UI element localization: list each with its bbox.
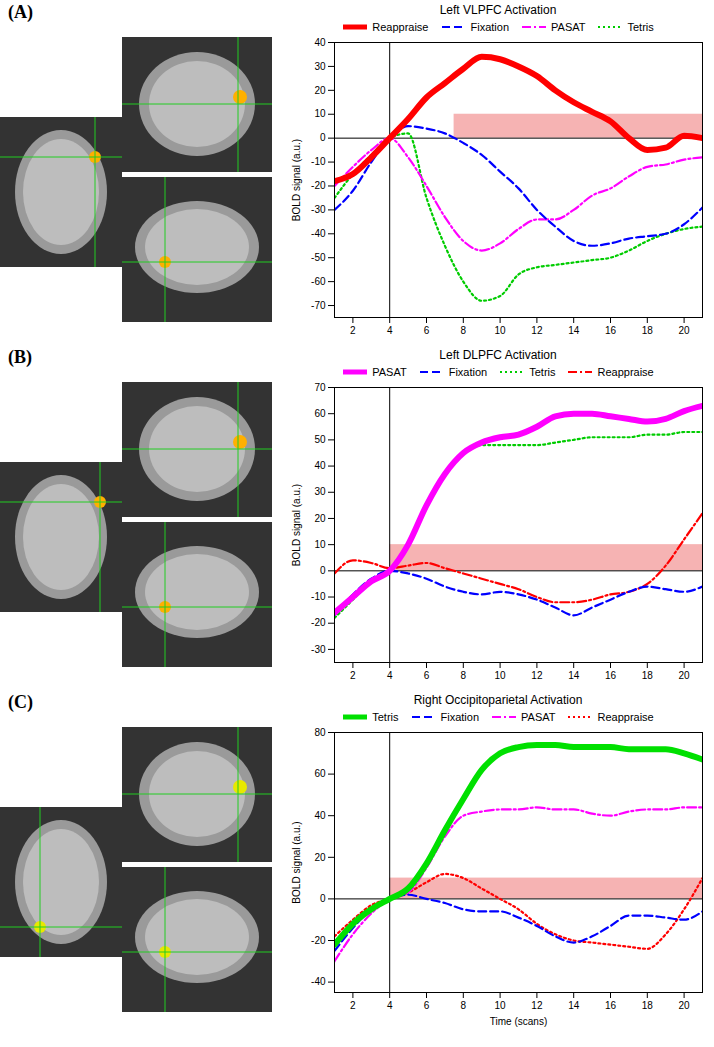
svg-text:2: 2: [350, 325, 356, 336]
html-text:Right Occipitoparietal Activat: Right Occipitoparietal Activation: [413, 693, 583, 707]
html-text:Reappraise: Reappraise: [597, 366, 654, 378]
svg-text:-50: -50: [311, 252, 326, 263]
svg-text:80: 80: [314, 727, 326, 738]
svg-text:30: 30: [314, 61, 326, 72]
html-text:PASAT: PASAT: [551, 21, 586, 33]
svg-text:18: 18: [642, 1000, 654, 1011]
svg-text:8: 8: [461, 325, 467, 336]
svg-text:60: 60: [314, 408, 326, 419]
html-text:Tetris: Tetris: [372, 711, 399, 723]
svg-text:0: 0: [320, 132, 326, 143]
html-text:(B): (B): [8, 347, 32, 367]
svg-text:12: 12: [531, 325, 543, 336]
svg-text:14: 14: [568, 325, 580, 336]
svg-text:Time (scans): Time (scans): [490, 1016, 547, 1027]
html-text:Fixation: Fixation: [440, 711, 479, 723]
svg-text:-20: -20: [311, 935, 326, 946]
svg-text:14: 14: [568, 1000, 580, 1011]
svg-text:BOLD signal (a.u.): BOLD signal (a.u.): [291, 821, 302, 903]
svg-text:-70: -70: [311, 300, 326, 311]
svg-text:20: 20: [679, 1000, 691, 1011]
svg-text:-30: -30: [311, 644, 326, 655]
svg-text:-30: -30: [311, 204, 326, 215]
svg-text:2: 2: [350, 670, 356, 681]
svg-text:2: 2: [350, 1000, 356, 1011]
html-text:(C): (C): [8, 692, 33, 712]
svg-text:20: 20: [679, 670, 691, 681]
svg-text:10: 10: [495, 1000, 507, 1011]
html-text:PASAT: PASAT: [521, 711, 556, 723]
svg-text:4: 4: [387, 670, 393, 681]
svg-text:8: 8: [461, 1000, 467, 1011]
svg-text:50: 50: [314, 434, 326, 445]
svg-text:10: 10: [314, 539, 326, 550]
svg-text:60: 60: [314, 768, 326, 779]
svg-text:6: 6: [424, 1000, 430, 1011]
html-text:Left VLPFC Activation: Left VLPFC Activation: [439, 3, 557, 17]
svg-text:-40: -40: [311, 976, 326, 987]
svg-text:10: 10: [495, 670, 507, 681]
svg-text:6: 6: [424, 325, 430, 336]
svg-text:20: 20: [314, 513, 326, 524]
svg-text:16: 16: [605, 670, 617, 681]
html-text:Tetris: Tetris: [627, 21, 654, 33]
svg-text:6: 6: [424, 670, 430, 681]
svg-text:12: 12: [531, 1000, 543, 1011]
html-text:Tetris: Tetris: [529, 366, 556, 378]
svg-text:16: 16: [605, 325, 617, 336]
html-text:Reappraise: Reappraise: [597, 711, 654, 723]
html-text:Left DLPFC Activation: Left DLPFC Activation: [439, 348, 557, 362]
svg-text:8: 8: [461, 670, 467, 681]
svg-text:-10: -10: [311, 591, 326, 602]
svg-text:BOLD signal (a.u.): BOLD signal (a.u.): [291, 139, 302, 221]
svg-text:30: 30: [314, 486, 326, 497]
svg-text:10: 10: [314, 108, 326, 119]
html-text:Fixation: Fixation: [470, 21, 509, 33]
svg-text:16: 16: [605, 1000, 617, 1011]
svg-text:40: 40: [314, 460, 326, 471]
svg-text:12: 12: [531, 670, 543, 681]
svg-text:18: 18: [642, 325, 654, 336]
svg-text:-40: -40: [311, 228, 326, 239]
svg-text:0: 0: [320, 893, 326, 904]
svg-text:BOLD signal (a.u.): BOLD signal (a.u.): [291, 484, 302, 566]
svg-text:20: 20: [679, 325, 691, 336]
svg-text:14: 14: [568, 670, 580, 681]
html-text:PASAT: PASAT: [372, 366, 407, 378]
html-text:Reappraise: Reappraise: [372, 21, 429, 33]
svg-text:10: 10: [495, 325, 507, 336]
svg-text:0: 0: [320, 565, 326, 576]
svg-text:4: 4: [387, 325, 393, 336]
svg-text:-60: -60: [311, 276, 326, 287]
svg-text:18: 18: [642, 670, 654, 681]
svg-text:-20: -20: [311, 617, 326, 628]
svg-text:40: 40: [314, 810, 326, 821]
svg-text:70: 70: [314, 382, 326, 393]
svg-text:-20: -20: [311, 180, 326, 191]
svg-text:-10: -10: [311, 156, 326, 167]
svg-text:40: 40: [314, 37, 326, 48]
svg-text:4: 4: [387, 1000, 393, 1011]
html-text:Fixation: Fixation: [448, 366, 488, 378]
svg-text:20: 20: [314, 85, 326, 96]
svg-text:20: 20: [314, 852, 326, 863]
html-text:(A): (A): [8, 2, 33, 22]
